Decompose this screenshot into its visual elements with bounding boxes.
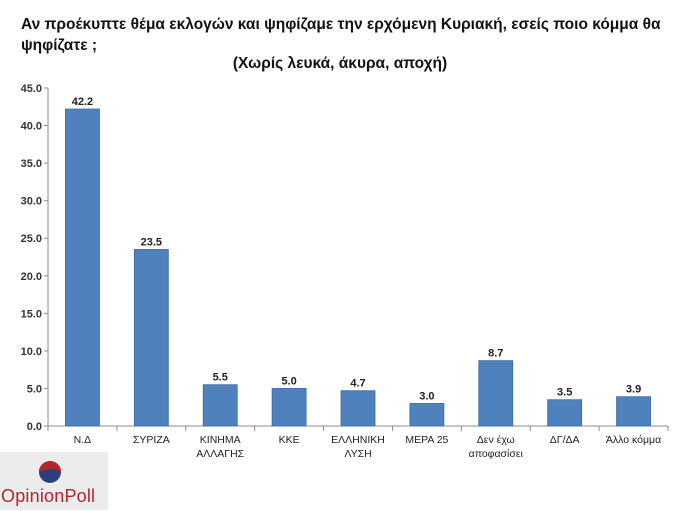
y-tick-label: 15.0 <box>21 308 42 320</box>
data-label: 3.0 <box>419 390 434 402</box>
data-label: 5.0 <box>281 375 296 387</box>
data-label: 8.7 <box>488 348 503 360</box>
x-tick-label: ΜΕΡΑ 25 <box>405 434 448 446</box>
y-tick-label: 0.0 <box>27 421 42 433</box>
bar <box>133 249 169 427</box>
bar <box>65 108 100 427</box>
x-tick-label: ΣΥΡΙΖΑ <box>133 434 170 446</box>
data-label: 3.5 <box>557 387 572 399</box>
y-tick-label: 40.0 <box>21 121 42 133</box>
bar <box>409 403 445 427</box>
x-tick-label: ΚΙΝΗΜΑ <box>200 434 241 446</box>
bar <box>616 396 651 427</box>
x-tick-label: Άλλο κόμμα <box>606 434 661 446</box>
page-subtitle: (Χωρίς λευκά, άκυρα, αποχή) <box>232 55 448 72</box>
data-label: 23.5 <box>141 236 162 248</box>
bar <box>478 360 514 427</box>
x-tick-label: Ν.Δ <box>74 434 92 446</box>
data-label: 5.5 <box>213 372 228 384</box>
x-tick-label: ΔΓ/ΔΑ <box>550 434 580 446</box>
opinionpoll-logo: OpinionPoll <box>0 452 108 510</box>
x-tick-label: ΑΛΛΑΓΗΣ <box>196 448 244 460</box>
bar <box>271 388 307 427</box>
y-tick-label: 20.0 <box>21 271 42 283</box>
y-tick-label: 10.0 <box>21 346 42 358</box>
logo-text: OpinionPoll <box>1 486 96 506</box>
bar-chart: 0.0 5.0 10.0 15.0 20.0 25.0 30.0 35.0 40.0 45.0 42… <box>21 83 669 460</box>
bar <box>340 390 376 427</box>
data-label: 3.9 <box>626 384 641 396</box>
page-title: Αν προέκυπτε θέμα εκλογών και ψηφίζαμε τ… <box>21 16 661 54</box>
x-tick-label: ΛΥΣΗ <box>344 448 371 460</box>
x-tick-label: αποφασίσει <box>469 448 524 460</box>
bar <box>547 399 583 427</box>
opinionpoll-logo-icon <box>39 461 61 483</box>
bar <box>202 384 238 427</box>
x-tick-label: Δεν έχω <box>477 434 515 446</box>
y-tick-label: 45.0 <box>21 83 42 95</box>
y-tick-label: 35.0 <box>21 158 42 170</box>
x-tick-label: ΕΛΛΗΝΙΚΗ <box>331 434 385 446</box>
data-label: 42.2 <box>72 96 93 108</box>
y-tick-label: 30.0 <box>21 196 42 208</box>
y-tick-label: 5.0 <box>27 383 42 395</box>
y-tick-label: 25.0 <box>21 233 42 245</box>
data-label: 4.7 <box>350 378 365 390</box>
x-tick-label: ΚΚΕ <box>279 434 300 446</box>
